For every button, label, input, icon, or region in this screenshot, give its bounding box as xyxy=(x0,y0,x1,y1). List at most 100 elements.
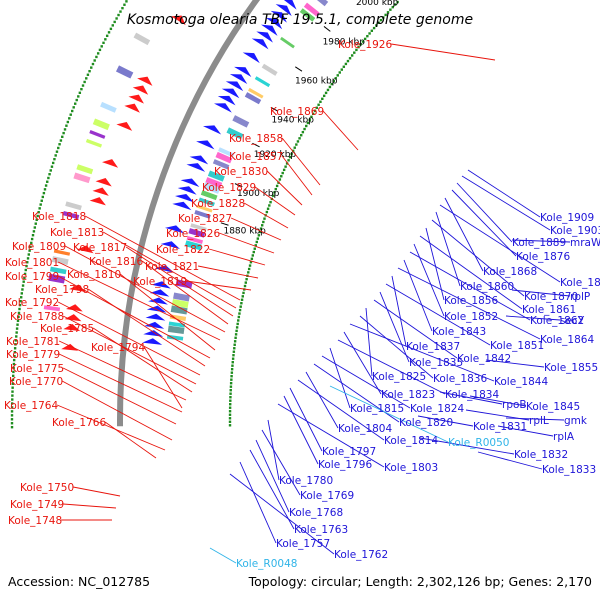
reverse-connector xyxy=(497,425,554,437)
gc-dot xyxy=(228,420,232,423)
reverse-gene-label: Kole_1762 xyxy=(334,549,388,561)
gc-dot xyxy=(230,371,234,374)
gc-dot xyxy=(315,106,318,109)
reverse-gene-arrow xyxy=(196,140,215,150)
forward-gene-arrow xyxy=(89,197,106,206)
gc-dot xyxy=(14,343,17,346)
gc-dot xyxy=(265,210,269,214)
gc-dot xyxy=(26,257,30,260)
reverse-gene-arrow xyxy=(186,163,206,172)
forward-connector xyxy=(58,340,187,401)
kbp-tick xyxy=(220,222,229,226)
reverse-gene-arrow xyxy=(177,186,197,195)
reverse-connector xyxy=(444,197,484,272)
reverse-connector xyxy=(435,211,461,287)
forward-gene-arrow xyxy=(64,314,82,322)
gc-dot xyxy=(230,378,233,381)
reverse-gene-label: Kole_1833 xyxy=(542,464,596,476)
kbp-ticks: 1880 kbp 1900 kbp 1920 kbp 1940 kbp 1960 kbp… xyxy=(220,0,399,236)
gc-dot xyxy=(22,280,25,283)
forward-gene-label: Kole_1926 xyxy=(338,39,392,51)
cog-band xyxy=(232,115,250,128)
gc-dot xyxy=(326,88,330,92)
reverse-gene-label: secY xyxy=(560,315,585,327)
forward-gene-label: Kole_1817 xyxy=(73,242,127,254)
reverse-gene-label: rpoB xyxy=(502,399,527,411)
reverse-gene-label: Kole_1855 xyxy=(544,362,598,374)
reverse-gene-arrow xyxy=(251,38,269,50)
forward-gene-label: Kole_1748 xyxy=(8,515,62,527)
cog-band xyxy=(212,159,230,170)
kbp-tick xyxy=(234,183,243,188)
forward-gene-label: Kole_1788 xyxy=(10,311,64,323)
gc-dot xyxy=(232,354,235,357)
reverse-connector xyxy=(391,275,407,347)
gc-dot xyxy=(348,57,352,60)
gc-dot xyxy=(363,37,367,41)
forward-gene-label: Kole_1826 xyxy=(166,228,220,240)
reverse-connector xyxy=(305,371,339,429)
reverse-gene-label: Kole_1797 xyxy=(322,446,376,458)
genome-backbone xyxy=(117,0,261,427)
reverse-connector xyxy=(239,461,277,544)
reverse-connector xyxy=(439,391,503,405)
gc-dot xyxy=(14,339,18,342)
gc-dot xyxy=(77,95,80,98)
forward-connector xyxy=(254,186,296,216)
gc-dot xyxy=(28,249,31,252)
map-title: Kosmotoga olearia TBF 19.5.1, complete g… xyxy=(127,12,473,28)
gc-dot xyxy=(34,222,37,225)
gc-dot xyxy=(42,191,46,195)
gc-dot xyxy=(230,374,233,378)
forward-connector xyxy=(62,367,177,425)
gc-dot xyxy=(231,364,234,367)
gc-dot xyxy=(234,336,237,340)
cog-band xyxy=(184,240,202,251)
reverse-gene-label: Kole_1845 xyxy=(526,401,580,413)
reverse-connector xyxy=(419,235,523,310)
reverse-connector xyxy=(505,315,561,321)
gc-dot xyxy=(30,237,34,241)
gc-dot xyxy=(350,54,354,57)
reverse-connector xyxy=(397,267,541,340)
gc-dot xyxy=(36,214,39,218)
reverse-connector xyxy=(485,359,545,368)
gc-dot xyxy=(255,240,258,244)
forward-connector xyxy=(61,380,173,441)
gc-dot xyxy=(58,143,61,146)
forward-connector xyxy=(141,260,229,325)
cog-band xyxy=(200,190,218,201)
reverse-gene-arrow xyxy=(160,241,180,250)
cog-band xyxy=(92,118,110,131)
gc-dot xyxy=(25,264,28,268)
reverse-connector xyxy=(343,331,382,395)
gc-dot xyxy=(46,180,49,183)
gc-dot xyxy=(26,261,29,264)
gc-dot xyxy=(346,59,350,63)
forward-connector xyxy=(143,346,183,409)
forward-gene-label: Kole_1830 xyxy=(214,166,268,178)
reverse-connector xyxy=(461,175,551,231)
reverse-gene-label: Kole_1831 xyxy=(473,421,527,433)
genome-summary-text: Topology: circular; Length: 2,302,126 bp… xyxy=(248,574,592,589)
reverse-gene-label: Kole_1870 xyxy=(524,291,578,303)
gc-dot xyxy=(17,315,20,319)
gc-dot xyxy=(242,291,245,295)
reverse-gene-arrow xyxy=(172,201,192,211)
reverse-gene-label: Kole_1814 xyxy=(384,435,438,447)
gc-dot xyxy=(91,62,95,66)
reverse-connector xyxy=(505,417,565,421)
cog-band xyxy=(51,256,69,265)
reverse-gene-arrow xyxy=(275,4,292,17)
gc-dot xyxy=(263,217,266,220)
gc-dot xyxy=(236,322,239,326)
reverse-gene-arrow xyxy=(149,289,170,297)
gc-dot xyxy=(44,184,48,187)
gc-dot xyxy=(10,414,14,417)
gc-dot xyxy=(40,199,43,202)
forward-gene-label: Kole_1794 xyxy=(91,342,145,354)
reverse-gene-arrow xyxy=(225,81,244,92)
cog-band xyxy=(53,249,71,256)
gc-dot xyxy=(322,94,326,98)
cog-band xyxy=(261,63,278,76)
